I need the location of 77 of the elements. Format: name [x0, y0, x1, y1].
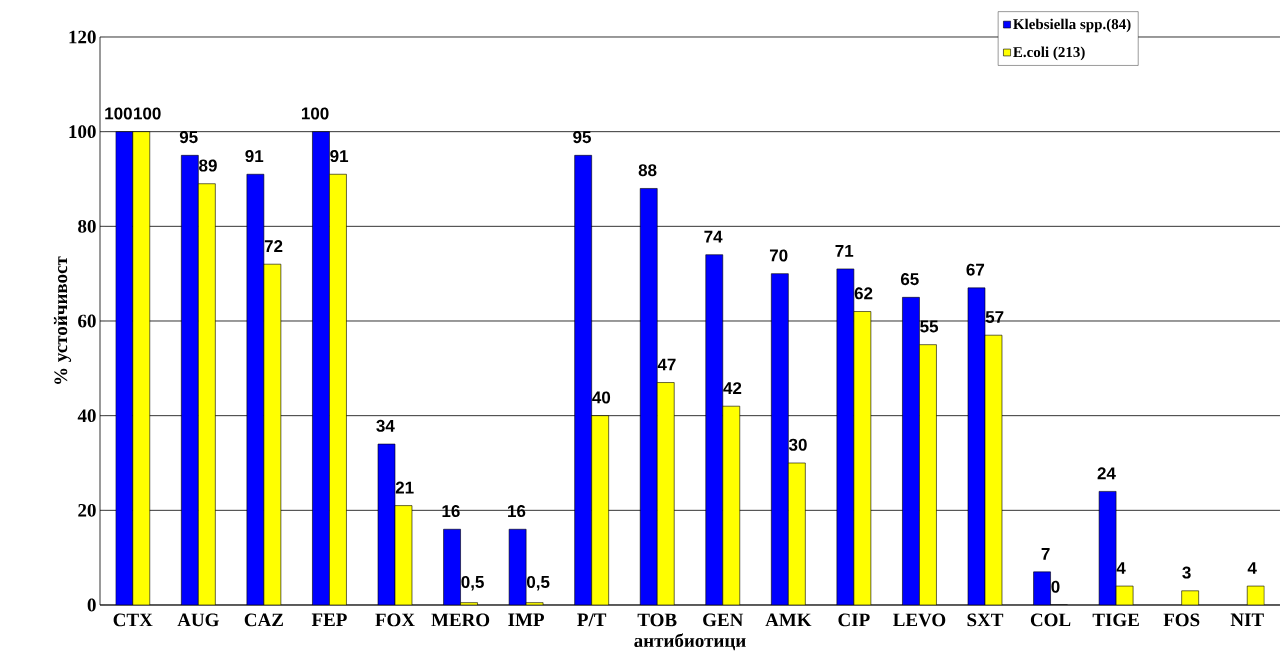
bar — [771, 273, 789, 605]
legend-label: Klebsiella spp.(84) — [1013, 18, 1131, 33]
data-label: 74 — [704, 230, 723, 243]
data-label: 0 — [1051, 580, 1060, 593]
data-label: 40 — [592, 391, 611, 404]
bar — [722, 405, 741, 605]
x-axis-title: антибиотици — [634, 633, 746, 651]
x-tick-label: FOS — [1163, 613, 1200, 627]
data-label: 72 — [264, 240, 283, 252]
x-tick-label: FEP — [311, 613, 347, 626]
x-tick-label: FOX — [375, 613, 415, 627]
data-label: 100 — [301, 107, 329, 120]
y-tick-label: 100 — [69, 125, 96, 139]
bar — [115, 131, 134, 605]
bar — [574, 155, 592, 605]
x-tick-label: NIT — [1230, 613, 1264, 626]
x-tick-label: P/T — [577, 613, 607, 627]
data-label: 67 — [966, 263, 985, 276]
bar — [639, 188, 658, 605]
y-tick-label: 20 — [78, 503, 96, 517]
bar — [656, 382, 675, 605]
x-tick-label: AUG — [177, 613, 219, 627]
y-tick-label: 60 — [78, 314, 96, 328]
x-tick-label: CIP — [838, 613, 870, 627]
x-tick-label: TIGE — [1092, 613, 1139, 627]
data-label: 3 — [1182, 566, 1191, 579]
data-label: 91 — [245, 150, 264, 163]
data-label: 55 — [920, 320, 939, 333]
x-tick-label: COL — [1030, 613, 1071, 627]
data-label: 95 — [179, 131, 198, 144]
data-label: 30 — [788, 438, 807, 451]
x-tick-label: GEN — [703, 613, 744, 627]
bar — [443, 528, 461, 605]
data-label: 42 — [723, 382, 742, 394]
data-label: 70 — [769, 249, 788, 262]
x-tick-label: AMK — [765, 613, 812, 627]
x-tick-label: IMP — [508, 613, 545, 626]
legend-label: E.coli (213) — [1013, 46, 1085, 61]
y-tick-label: 80 — [78, 219, 96, 233]
data-label: 24 — [1097, 467, 1116, 480]
x-tick-label: CTX — [113, 613, 153, 627]
data-label: 57 — [985, 311, 1004, 323]
data-label: 89 — [199, 159, 217, 172]
x-tick-label: LEVO — [893, 613, 946, 627]
data-label: 95 — [573, 131, 591, 144]
bar — [788, 462, 806, 605]
data-label: 71 — [835, 245, 854, 257]
bar — [329, 173, 347, 605]
data-label: 100 — [134, 107, 161, 120]
bar — [919, 344, 937, 605]
data-label: 88 — [638, 164, 657, 177]
bar — [198, 183, 216, 605]
data-label: 100 — [105, 107, 132, 120]
x-tick-label: CAZ — [244, 613, 283, 627]
data-label: 4 — [1247, 562, 1257, 574]
x-tick-label: TOB — [637, 613, 677, 627]
data-label: 34 — [376, 419, 395, 432]
x-tick-label: MERO — [431, 613, 490, 627]
y-tick-label: 0 — [87, 598, 96, 612]
bar — [902, 297, 920, 605]
data-label: 0,5 — [461, 575, 484, 591]
data-label: 21 — [395, 481, 414, 494]
data-label: 65 — [900, 273, 919, 286]
y-tick-label: 120 — [69, 30, 96, 44]
bar — [591, 415, 609, 605]
data-label: 0,5 — [526, 575, 550, 591]
y-axis-title: % устойчивост — [53, 256, 72, 384]
bar — [312, 131, 330, 605]
x-tick-label: SXT — [967, 613, 1004, 627]
bar — [705, 254, 724, 605]
bar — [132, 131, 151, 605]
bar — [181, 155, 199, 605]
data-label: 62 — [854, 287, 873, 300]
y-tick-label: 40 — [77, 409, 96, 423]
data-label: 7 — [1041, 547, 1050, 560]
data-label: 4 — [1116, 562, 1126, 574]
data-label: 91 — [330, 150, 349, 163]
